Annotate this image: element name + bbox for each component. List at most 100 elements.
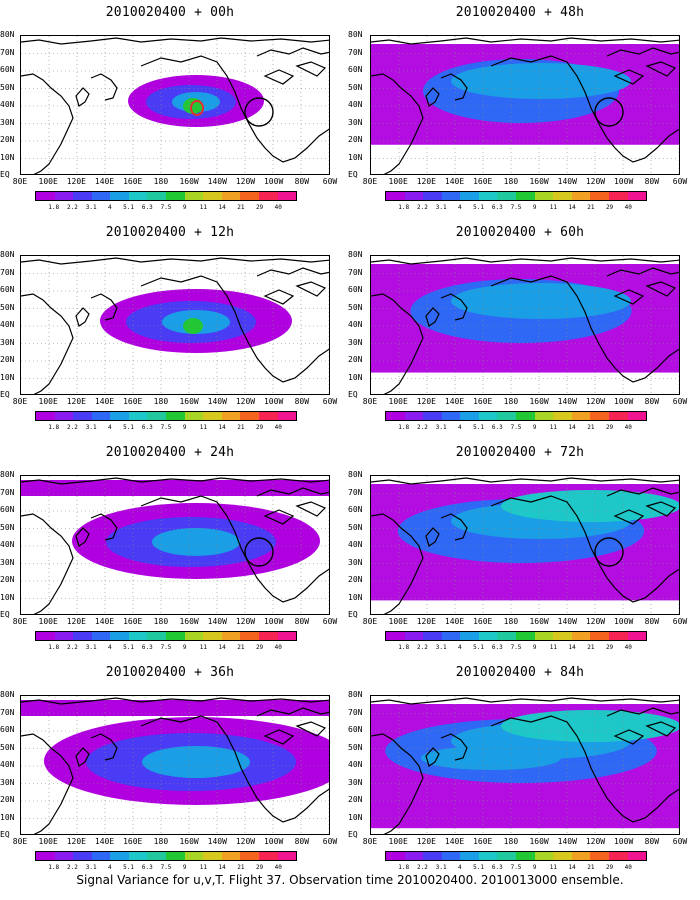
colorbar-swatch [128, 192, 148, 200]
colorbar-label: 2.2 [67, 204, 78, 211]
colorbar-swatch [627, 852, 647, 860]
colorbar-labels: 1.8 2.2 3.1 4 5.1 6.3 7.5 9 11 14 21 29 40 [385, 645, 647, 653]
colorbar-label: 2.2 [417, 864, 428, 871]
lat-label: 70N [348, 487, 363, 497]
lon-label: 120W [585, 837, 606, 846]
lon-label: 180 [153, 617, 169, 626]
colorbar-label: 1.8 [398, 204, 410, 211]
lat-label: 30N [0, 337, 15, 347]
lat-label: EQ [0, 170, 10, 179]
colorbar-label: 11 [549, 424, 558, 431]
lon-label: 60W [322, 617, 338, 626]
colorbar-swatch [516, 852, 535, 860]
lon-label: 100E [388, 837, 408, 846]
colorbar-swatch [110, 192, 129, 200]
colorbar-swatch [73, 632, 92, 640]
map-frame [370, 475, 680, 615]
colorbar-swatch [423, 192, 442, 200]
colorbar-swatch [147, 632, 167, 640]
lon-label: 80W [294, 617, 310, 626]
lon-label: 100W [263, 617, 284, 626]
colorbar-label: 14 [218, 864, 226, 871]
colorbar [385, 191, 647, 201]
colorbar-label: 1.8 [398, 864, 410, 871]
colorbar-label: 4 [108, 204, 112, 211]
colorbar-label: 21 [587, 864, 595, 871]
lon-label: 120E [66, 177, 86, 186]
map-panel: 2010020400 + 60h 80N 70N 60N 50N 40N 30N 20N 10N… [348, 225, 690, 443]
colorbar-swatch [404, 192, 424, 200]
colorbar-label: 4 [458, 424, 462, 431]
lat-label: 80N [348, 250, 363, 259]
colorbar-label: 3.1 [435, 644, 447, 651]
colorbar-label: 7.5 [510, 204, 522, 211]
colorbar-label: 40 [624, 424, 632, 431]
colorbar-swatch [627, 632, 647, 640]
colorbar-label: 4 [458, 644, 462, 651]
lat-label: 50N [348, 522, 363, 532]
lon-label: 120W [235, 177, 256, 186]
lat-label: 80N [348, 470, 363, 479]
colorbar-swatch [497, 192, 517, 200]
lat-label: 30N [0, 557, 15, 567]
lon-label: 160W [529, 397, 549, 406]
colorbar-swatch [166, 192, 185, 200]
colorbar-swatch [240, 632, 259, 640]
colorbar-swatch [534, 412, 554, 420]
colorbar-label: 5.1 [473, 424, 484, 431]
lon-label: 140W [557, 837, 577, 846]
colorbar-swatch [404, 852, 424, 860]
lat-label: EQ [0, 390, 10, 399]
lat-label: 50N [348, 742, 363, 752]
colorbar-swatch [277, 852, 297, 860]
lon-label: 180 [503, 837, 519, 846]
colorbar-label: 7.5 [160, 644, 172, 651]
lat-label: 10N [348, 812, 363, 822]
colorbar-swatch [203, 632, 222, 640]
colorbar-label: 9 [532, 864, 537, 871]
colorbar-swatch [423, 632, 442, 640]
lon-label: 60W [322, 837, 338, 846]
lon-label: 80E [362, 397, 378, 406]
colorbar-swatch [240, 192, 259, 200]
lon-label: 80W [644, 177, 660, 186]
colorbar-label: 29 [605, 424, 614, 431]
colorbar-swatch [571, 412, 591, 420]
colorbar-swatch [571, 632, 591, 640]
colorbar-swatch [54, 852, 74, 860]
colorbar-swatch [277, 632, 297, 640]
colorbar-swatch [258, 412, 278, 420]
colorbar-label: 7.5 [160, 424, 172, 431]
colorbar-swatch [91, 412, 111, 420]
colorbar [35, 191, 297, 201]
lon-label: 140E [94, 177, 115, 186]
colorbar-swatch [460, 192, 479, 200]
colorbar-swatch [91, 852, 111, 860]
colorbar-label: 29 [255, 424, 264, 431]
lat-label: 80N [0, 690, 15, 699]
lon-label: 100W [613, 837, 634, 846]
lat-label: 30N [348, 557, 363, 567]
colorbar-swatch [128, 852, 148, 860]
lon-label: 180 [503, 177, 519, 186]
colorbar-swatch [91, 632, 111, 640]
lat-label: EQ [348, 170, 358, 179]
lon-label: 180 [153, 837, 169, 846]
lon-label: 120W [585, 397, 606, 406]
colorbar-label: 14 [568, 864, 576, 871]
map-frame [20, 475, 330, 615]
lon-label: 100W [263, 397, 284, 406]
lon-label: 140E [444, 617, 465, 626]
colorbar-swatch [240, 412, 259, 420]
lon-label: 160W [179, 617, 199, 626]
colorbar [35, 411, 297, 421]
map-panel: 2010020400 + 00h 80N 70N 60N 50N 40N 30N 20N 10N… [0, 5, 340, 223]
lon-label: 180 [503, 617, 519, 626]
colorbar-swatch [54, 192, 74, 200]
colorbar-swatch [258, 852, 278, 860]
colorbar-label: 40 [274, 204, 282, 211]
colorbar-label: 9 [532, 644, 537, 651]
lon-label: 100E [388, 177, 408, 186]
map-panel: 2010020400 + 24h 80N 70N 60N 50N 40N 30N 20N 10N… [0, 445, 340, 663]
lat-label: 60N [348, 285, 363, 294]
